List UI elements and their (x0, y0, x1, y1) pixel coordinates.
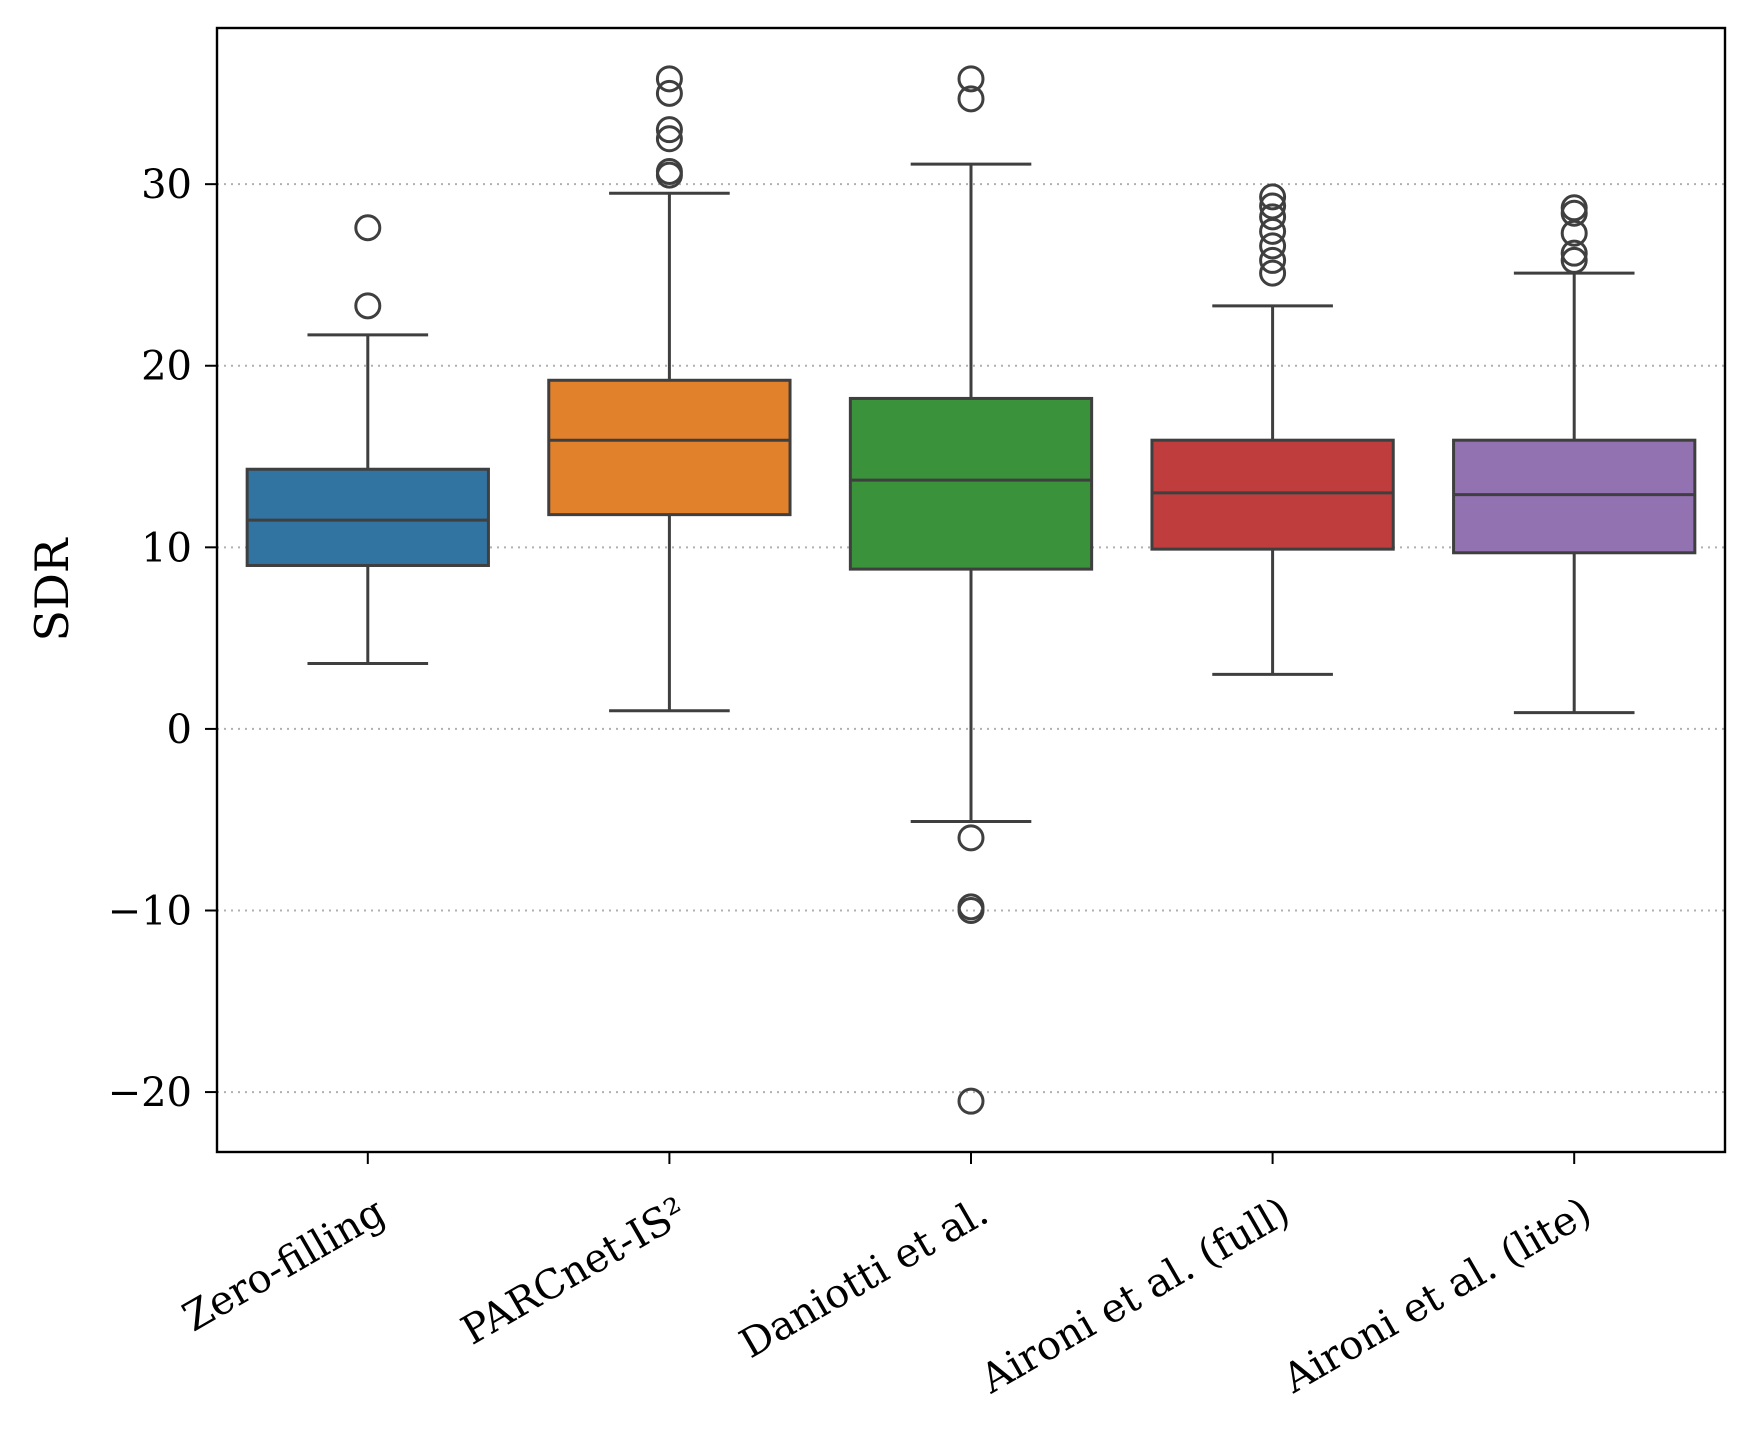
box-group (848, 65, 1094, 1115)
boxes (245, 65, 1697, 1115)
outlier-point (1259, 246, 1287, 274)
outlier-point (957, 1087, 985, 1115)
outlier-point (1560, 239, 1588, 267)
outlier-point (655, 65, 683, 93)
outlier-point (655, 125, 683, 153)
box (848, 396, 1094, 571)
outlier-point (655, 157, 683, 185)
box-group (547, 65, 792, 713)
outlier-point (957, 85, 985, 113)
y-tick-label: 0 (167, 707, 192, 753)
y-tick-label: −20 (108, 1070, 192, 1116)
y-tick-label: 20 (141, 344, 192, 390)
y-axis-title: SDR (25, 537, 79, 641)
box (1150, 438, 1395, 551)
outlier-point (957, 824, 985, 852)
box-group (1452, 194, 1697, 715)
outlier-point (655, 79, 683, 107)
outlier-point (655, 116, 683, 144)
y-tick-label: −10 (108, 888, 192, 934)
box (1452, 438, 1697, 555)
outlier-point (1560, 246, 1588, 274)
box (245, 467, 490, 567)
box-group (245, 214, 490, 666)
outlier-point (1259, 203, 1287, 231)
outlier-point (354, 292, 382, 320)
outlier-point (1259, 192, 1287, 220)
outlier-point (1259, 259, 1287, 287)
y-tick-label: 30 (141, 162, 192, 208)
box (547, 378, 792, 517)
outlier-point (354, 214, 382, 242)
box-group (1150, 183, 1395, 676)
outlier-point (1560, 194, 1588, 222)
outlier-point (1259, 183, 1287, 211)
outlier-point (957, 65, 985, 93)
outlier-point (1259, 232, 1287, 260)
y-axis-ticks: −20 −10 0 10 20 30 (108, 162, 217, 1116)
y-tick-label: 10 (141, 525, 192, 571)
outlier-point (957, 896, 985, 924)
